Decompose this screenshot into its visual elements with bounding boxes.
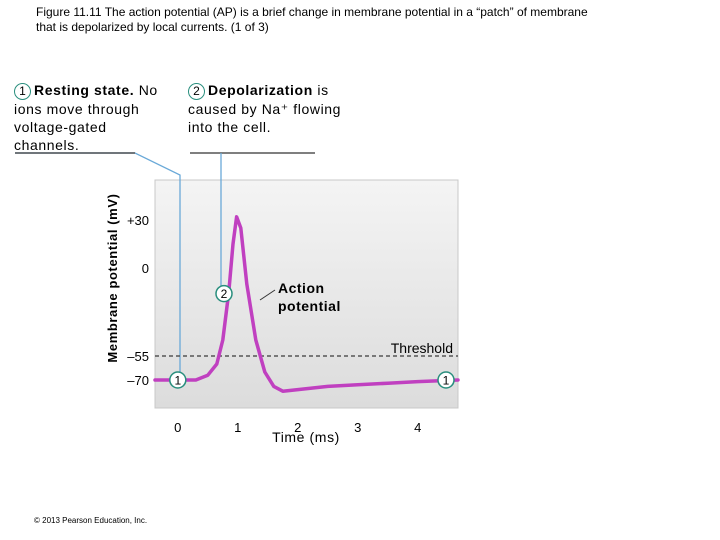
annotation-number: 1: [14, 83, 31, 100]
y-axis-label: Membrane potential (mV): [105, 193, 120, 362]
annotation-heading: Depolarization: [208, 82, 313, 98]
annotation-text: No ions move through voltage-gated chann…: [14, 82, 158, 153]
step-marker-label: 1: [174, 374, 181, 388]
x-tick-label: 4: [414, 420, 421, 435]
line-label: Action potential: [278, 280, 341, 314]
y-tick-label: +30: [127, 213, 149, 228]
annotation-text: is caused by Na⁺ flowing into the cell.: [188, 82, 342, 135]
threshold-label: Threshold: [391, 340, 453, 356]
annotation: 2 Depolarization is caused by Na⁺ flowing…: [188, 81, 348, 136]
x-tick-label: 0: [174, 420, 181, 435]
step-marker: [215, 284, 233, 303]
copyright: © 2013 Pearson Education, Inc.: [34, 516, 148, 525]
step-marker: [437, 371, 455, 389]
data-line: [153, 215, 460, 393]
x-tick-label: 2: [294, 420, 301, 435]
figure-title: Figure 11.11 The action potential (AP) i…: [36, 5, 588, 34]
annotation-number: 2: [188, 83, 205, 100]
x-tick-label: 3: [354, 420, 361, 435]
step-marker: [169, 371, 187, 389]
y-tick-label: –55: [127, 349, 149, 364]
x-axis-label: Time (ms): [272, 429, 340, 445]
y-tick-label: –70: [127, 373, 149, 388]
step-marker-label: 1: [443, 374, 450, 388]
y-tick-label: 0: [142, 261, 149, 276]
x-tick-label: 1: [234, 420, 241, 435]
annotation-heading: Resting state.: [34, 82, 135, 98]
plot-area: [154, 179, 459, 409]
annotation: 1 Resting state. No ions move through vol…: [14, 81, 164, 154]
callout-line: [259, 289, 276, 301]
step-marker-label: 2: [221, 287, 228, 301]
